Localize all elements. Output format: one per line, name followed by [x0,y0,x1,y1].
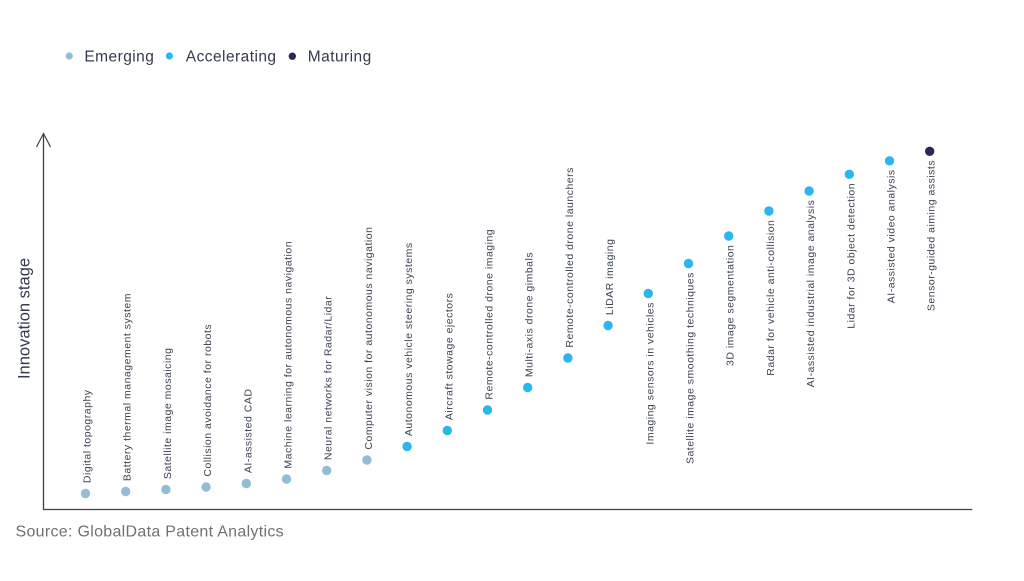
svg-text:Emerging: Emerging [84,48,154,65]
svg-text:Radar for vehicle anti-collisi: Radar for vehicle anti-collision [765,220,777,376]
svg-text:Multi-axis drone gimbals: Multi-axis drone gimbals [524,252,536,377]
svg-text:Autonomous vehicle steering sy: Autonomous vehicle steering systems [403,242,415,436]
svg-text:Imaging sensors in vehicles: Imaging sensors in vehicles [644,302,656,444]
svg-text:AI-assisted video analysis: AI-assisted video analysis [886,169,898,303]
svg-text:Aircraft stowage ejectors: Aircraft stowage ejectors [443,293,455,420]
svg-text:Satellite image mosaicing: Satellite image mosaicing [162,348,174,480]
svg-text:Remote-controlled drone imagin: Remote-controlled drone imaging [484,229,496,400]
svg-text:3D image segmentation: 3D image segmentation [725,245,737,366]
svg-text:Innovation stage: Innovation stage [16,258,34,379]
svg-text:AI-assisted CAD: AI-assisted CAD [242,389,254,474]
svg-text:Digital topography: Digital topography [82,389,94,483]
svg-text:Source: GlobalData Patent Anal: Source: GlobalData Patent Analytics [16,524,284,541]
svg-text:LiDAR imaging: LiDAR imaging [604,239,616,316]
svg-text:Collision avoidance for robots: Collision avoidance for robots [202,324,214,477]
svg-text:Accelerating: Accelerating [186,48,277,65]
svg-text:AI-assisted industrial image a: AI-assisted industrial image analysis [805,200,817,388]
svg-text:Sensor-guided aiming assists: Sensor-guided aiming assists [926,160,938,311]
svg-text:Battery thermal management sys: Battery thermal management system [122,293,134,481]
svg-text:Neural networks for Radar/Lida: Neural networks for Radar/Lidar [323,296,335,460]
svg-text:Satellite image smoothing tech: Satellite image smoothing techniques [685,272,697,464]
svg-text:Maturing: Maturing [308,48,372,65]
svg-text:Remote-controlled drone launch: Remote-controlled drone launchers [564,167,576,348]
svg-text:Lidar for 3D object detection: Lidar for 3D object detection [845,183,857,329]
svg-text:Machine learning for autonomou: Machine learning for autonomous navigati… [283,241,295,469]
svg-text:Computer vision for autonomous: Computer vision for autonomous navigatio… [363,227,375,450]
